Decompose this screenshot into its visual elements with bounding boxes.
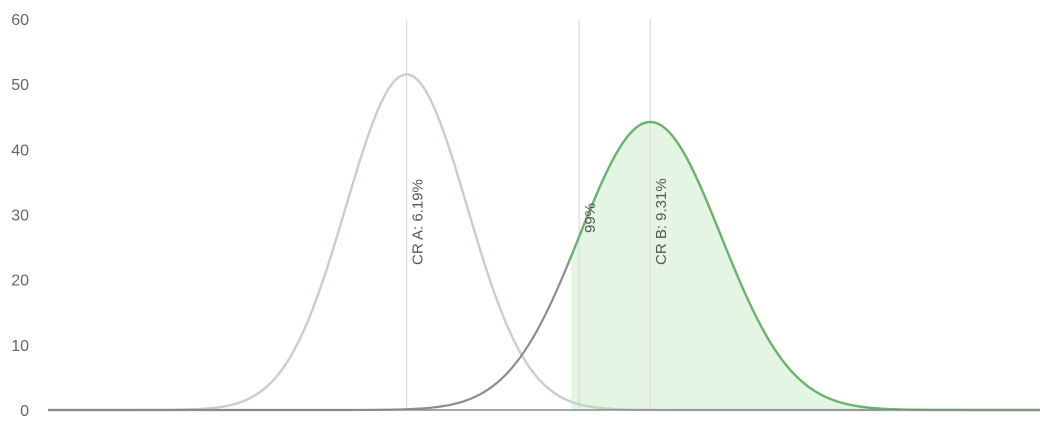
- y-tick-label: 0: [20, 403, 29, 420]
- marker-label: 99%: [582, 203, 599, 233]
- area-fills: [571, 121, 1040, 410]
- y-tick-label: 50: [11, 77, 29, 94]
- marker-lines: [405, 19, 651, 410]
- y-tick-label: 40: [11, 142, 29, 159]
- marker-labels: CR A: 6.19% 99% CR B: 9.31%: [410, 178, 671, 265]
- series-b-fill: [571, 121, 1040, 410]
- y-tick-label: 10: [11, 338, 29, 355]
- series-b-curve-left: [48, 255, 573, 412]
- y-axis-ticks: 0 10 20 30 40 50 60: [11, 12, 29, 420]
- distribution-curves: [48, 73, 1040, 412]
- y-tick-label: 20: [11, 273, 29, 290]
- marker-label: CR B: 9.31%: [653, 178, 670, 265]
- y-tick-label: 30: [11, 208, 29, 225]
- y-tick-label: 60: [11, 12, 29, 29]
- series-a-curve: [48, 73, 1040, 412]
- marker-label: CR A: 6.19%: [410, 179, 427, 265]
